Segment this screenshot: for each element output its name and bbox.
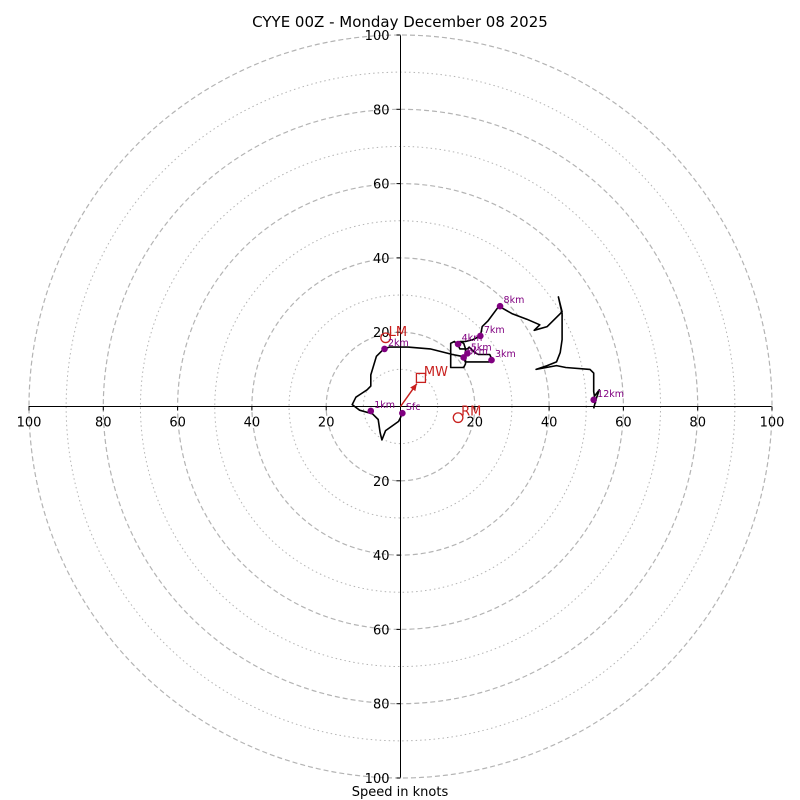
height-label-3km: 3km: [495, 349, 516, 360]
storm-motion-marker-mw: [415, 372, 427, 384]
height-label-6km: 6km: [467, 346, 488, 357]
height-point-7km: [477, 332, 484, 340]
height-point-2km: [381, 345, 388, 353]
x-tick-label: 20: [318, 416, 335, 431]
height-label-1km: 1km: [374, 400, 395, 411]
hodograph-trace-layer: [351, 296, 601, 441]
y-tick-label: 100: [365, 772, 390, 787]
height-point-sfc: [399, 409, 406, 417]
height-point-8km: [496, 302, 504, 310]
height-label-8km: 8km: [504, 295, 525, 306]
height-label-7km: 7km: [484, 325, 505, 336]
storm-motion-layer: LM MW RM: [380, 325, 481, 424]
height-point-4km: [454, 340, 462, 348]
height-label-5km: 5km: [471, 342, 492, 353]
height-label-2km: 2km: [388, 338, 409, 349]
height-point-6km: [460, 354, 467, 361]
height-point-12km: [590, 396, 597, 404]
storm-motion-label-mw: MW: [424, 365, 448, 380]
y-tick-label: 40: [373, 549, 390, 564]
x-tick-label: 60: [615, 416, 632, 431]
height-point-1km: [367, 407, 375, 415]
y-tick-label: 60: [373, 623, 390, 638]
mean-wind-arrowhead: [410, 383, 417, 392]
hodograph-trace: [351, 296, 601, 441]
y-tick-label: 20: [373, 326, 390, 341]
height-point-3km: [488, 356, 495, 364]
y-tick-label: 40: [373, 252, 390, 267]
x-tick-label: 40: [244, 416, 261, 431]
storm-motion-label-rm: RM: [461, 405, 481, 420]
y-tick-label: 80: [373, 698, 390, 713]
chart-title: CYYE 00Z - Monday December 08 2025: [252, 13, 548, 31]
axes: [28, 35, 772, 778]
height-label-12km: 12km: [597, 389, 624, 400]
tick-labels: 100 80 60 40 20 20 40 60 80 100 100 80 60 40 20 20 40 60 8…: [17, 29, 785, 787]
x-tick-label: 100: [17, 416, 42, 431]
y-tick-label: 20: [373, 475, 390, 490]
storm-motion-marker-rm: [452, 412, 464, 424]
x-tick-label: 80: [689, 416, 706, 431]
x-tick-label: 100: [760, 416, 785, 431]
x-tick-label: 60: [169, 416, 186, 431]
y-tick-label: 80: [373, 103, 390, 118]
x-tick-label: 40: [541, 416, 558, 431]
x-tick-label: 80: [95, 416, 112, 431]
y-tick-label: 60: [373, 178, 390, 193]
storm-motion-label-lm: LM: [389, 325, 407, 340]
height-label-sfc: Sfc: [406, 402, 421, 413]
storm-motion-marker-lm: [380, 332, 392, 344]
y-tick-label: 100: [365, 29, 390, 44]
x-axis-label: Speed in knots: [352, 785, 449, 800]
x-tick-label: 20: [467, 416, 484, 431]
height-label-4km: 4km: [462, 333, 483, 344]
